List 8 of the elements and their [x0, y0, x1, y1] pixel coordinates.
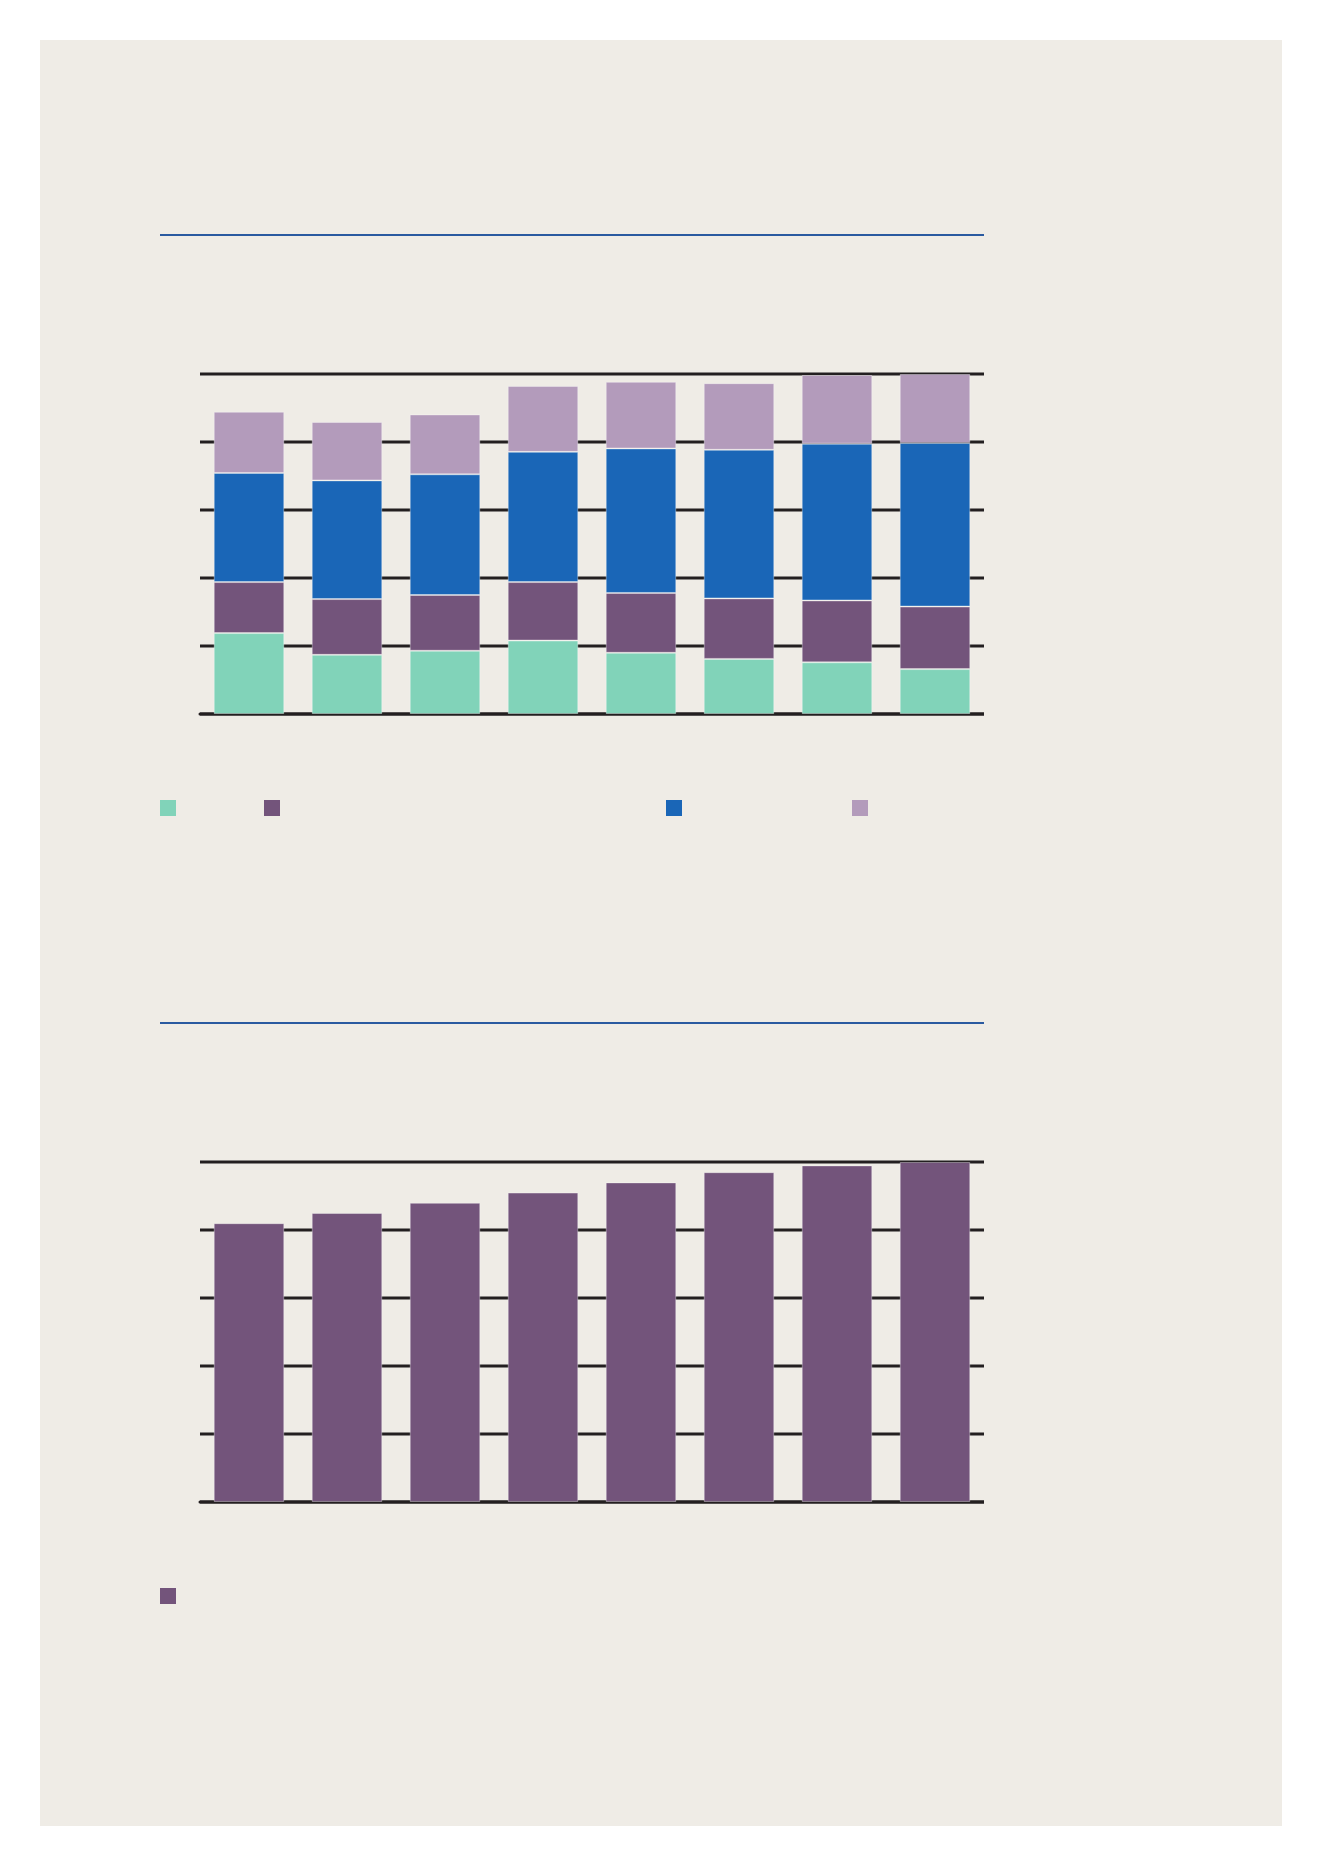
bar	[507, 1192, 579, 1502]
bar	[899, 1162, 971, 1502]
bar	[605, 1182, 677, 1502]
bar	[311, 1213, 383, 1502]
bar	[409, 1202, 481, 1502]
bar	[703, 1172, 775, 1502]
bar	[213, 1223, 285, 1502]
bar	[801, 1165, 873, 1502]
